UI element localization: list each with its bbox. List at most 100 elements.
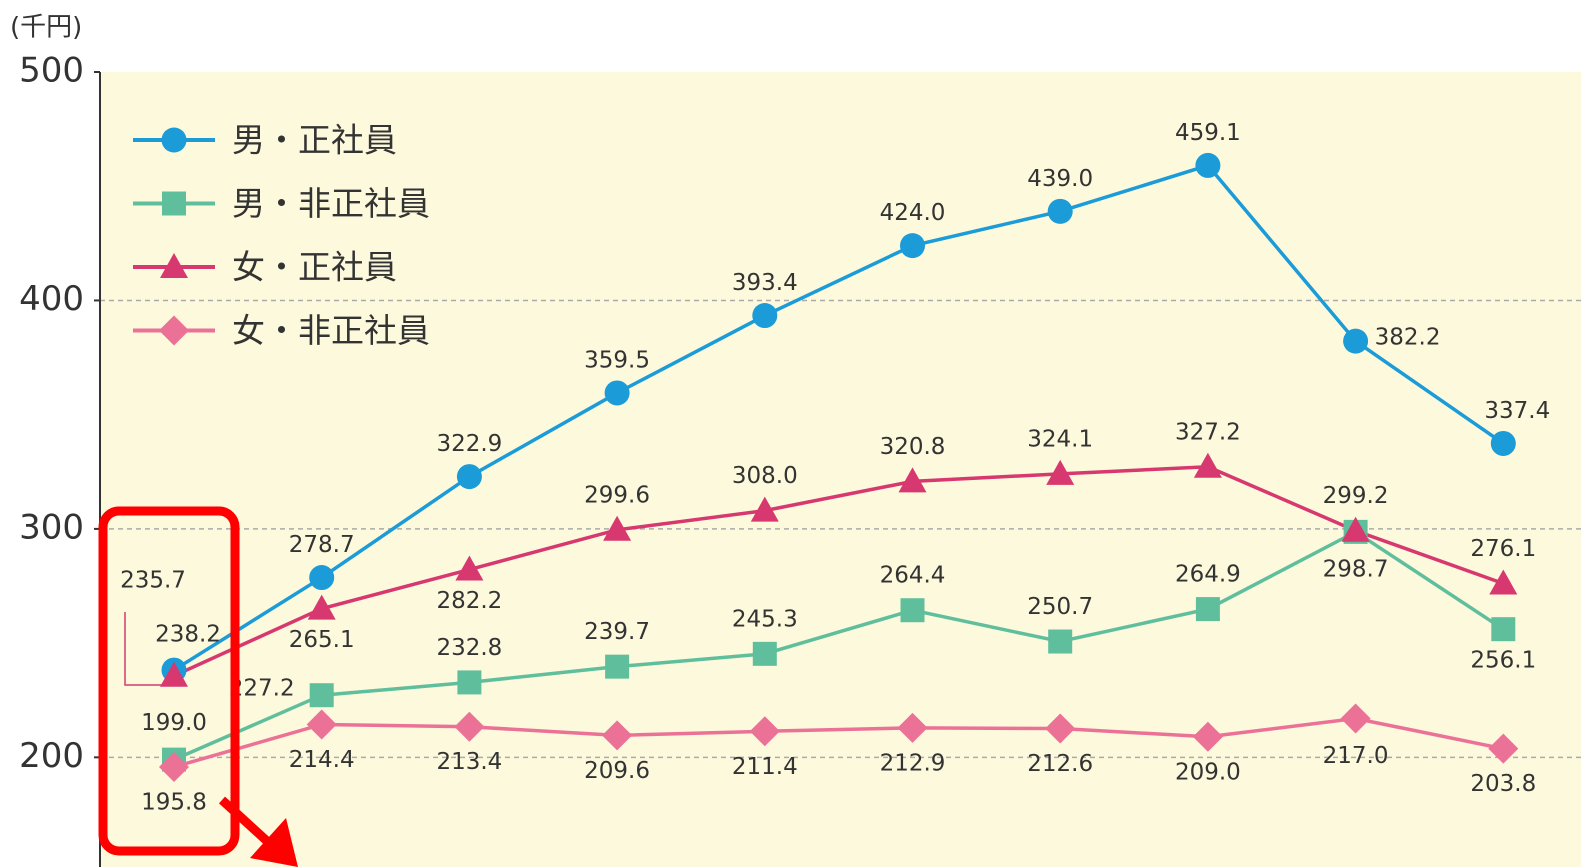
marker	[160, 661, 188, 687]
value-label: 256.1	[1470, 648, 1536, 674]
value-label: 322.9	[436, 431, 502, 457]
marker	[605, 654, 630, 679]
marker	[897, 712, 928, 743]
value-label: 250.7	[1027, 594, 1093, 620]
marker	[161, 127, 187, 153]
value-label: 217.0	[1323, 743, 1389, 769]
marker	[1491, 617, 1516, 642]
value-label: 308.0	[732, 463, 798, 489]
y-tick-label: 500	[19, 51, 84, 91]
value-label: 238.2	[155, 622, 221, 648]
marker	[1343, 328, 1369, 354]
value-label: 393.4	[732, 270, 798, 296]
highlight-box	[98, 506, 240, 856]
y-unit: (千円)	[10, 13, 82, 43]
value-label: 211.4	[732, 754, 798, 780]
value-label: 199.0	[141, 710, 207, 736]
marker	[159, 751, 189, 782]
marker	[750, 496, 779, 522]
marker	[159, 315, 189, 346]
value-label: 227.2	[229, 676, 295, 702]
series-line	[173, 464, 1504, 678]
series-line	[173, 716, 1504, 769]
marker	[162, 191, 186, 216]
marker	[752, 641, 777, 666]
series-line	[173, 163, 1505, 672]
y-tick-label: 400	[19, 279, 84, 319]
marker	[1048, 629, 1073, 654]
value-label: 327.2	[1175, 419, 1241, 445]
value-label: 213.4	[436, 749, 502, 775]
marker	[306, 709, 337, 740]
marker	[1045, 713, 1076, 744]
marker	[455, 555, 484, 581]
marker	[309, 683, 334, 708]
marker	[1490, 430, 1516, 456]
value-label: 232.8	[436, 635, 502, 661]
value-label: 324.1	[1027, 426, 1093, 452]
leader-line	[124, 612, 165, 686]
value-label: 195.8	[141, 789, 207, 815]
value-label: 299.6	[584, 482, 650, 508]
marker	[1195, 152, 1221, 178]
marker	[898, 467, 927, 493]
value-label: 424.0	[880, 200, 946, 226]
marker	[1047, 198, 1073, 224]
value-label: 203.8	[1470, 771, 1536, 797]
marker	[1489, 569, 1518, 595]
series-line	[173, 529, 1505, 762]
marker	[900, 598, 925, 623]
value-label: 209.0	[1175, 759, 1241, 785]
marker	[900, 233, 925, 259]
value-label: 245.3	[732, 606, 798, 632]
marker	[1341, 516, 1370, 542]
value-label: 337.4	[1484, 398, 1550, 424]
marker	[603, 515, 632, 541]
value-label: 298.7	[1323, 556, 1389, 582]
value-label: 278.7	[289, 532, 355, 558]
value-label: 212.9	[880, 750, 946, 776]
legend-label: 女・正社員	[232, 248, 397, 287]
value-label: 264.9	[1175, 562, 1241, 588]
y-tick-label: 300	[19, 507, 84, 547]
value-label: 239.7	[584, 619, 650, 645]
legend-label: 男・正社員	[232, 121, 397, 160]
y-tick-label: 200	[19, 736, 84, 776]
value-label: 235.7	[120, 567, 186, 593]
value-label: 320.8	[880, 434, 946, 460]
value-label: 265.1	[289, 627, 355, 653]
marker	[1488, 733, 1519, 764]
value-label: 459.1	[1175, 120, 1241, 146]
marker	[1340, 703, 1371, 734]
plot-area	[100, 72, 1581, 867]
marker	[752, 303, 778, 329]
marker	[1046, 459, 1075, 485]
arrow-shaft	[218, 796, 272, 846]
value-label: 264.4	[880, 563, 946, 589]
value-label: 212.6	[1027, 751, 1093, 777]
arrow-head	[250, 818, 298, 867]
value-label: 282.2	[436, 588, 502, 614]
marker	[1192, 721, 1223, 752]
value-label: 214.4	[289, 747, 355, 773]
value-label: 299.2	[1323, 483, 1389, 509]
legend-label: 女・非正社員	[232, 311, 430, 350]
marker	[749, 716, 780, 747]
marker	[604, 380, 630, 406]
legend-label: 男・非正社員	[232, 184, 430, 223]
marker	[456, 464, 482, 490]
marker	[1193, 452, 1222, 478]
value-label: 276.1	[1470, 536, 1536, 562]
marker	[307, 594, 336, 620]
marker	[457, 670, 482, 695]
marker	[160, 253, 188, 278]
value-label: 209.6	[584, 758, 650, 784]
value-label: 382.2	[1375, 325, 1441, 351]
marker	[454, 711, 485, 742]
marker	[1195, 597, 1220, 622]
marker	[309, 565, 335, 591]
value-label: 359.5	[584, 347, 650, 373]
marker	[602, 720, 633, 751]
value-label: 439.0	[1027, 166, 1093, 192]
